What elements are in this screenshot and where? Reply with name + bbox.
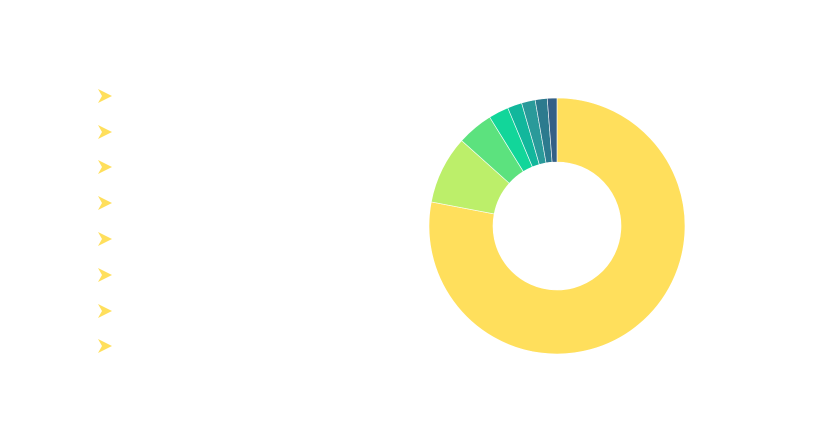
legend-item-8[interactable]	[96, 329, 296, 365]
chevron-arrow-icon	[98, 232, 112, 247]
legend-item-6[interactable]	[96, 257, 296, 293]
legend-item-3[interactable]	[96, 150, 296, 186]
chevron-arrow-icon	[98, 160, 112, 175]
chevron-arrow-icon	[98, 267, 112, 282]
legend-item-5[interactable]	[96, 221, 296, 257]
legend	[96, 78, 296, 364]
chevron-arrow-icon	[98, 124, 112, 139]
chevron-arrow-icon	[98, 339, 112, 354]
legend-item-2[interactable]	[96, 114, 296, 150]
chevron-arrow-icon	[98, 196, 112, 211]
legend-item-1[interactable]	[96, 78, 296, 114]
legend-item-7[interactable]	[96, 293, 296, 329]
chevron-arrow-icon	[98, 303, 112, 318]
legend-item-4[interactable]	[96, 185, 296, 221]
donut-slice-1[interactable]	[428, 97, 686, 355]
donut-slice-8[interactable]	[546, 97, 558, 163]
donut-slices	[428, 97, 686, 355]
chevron-arrow-icon	[98, 88, 112, 103]
